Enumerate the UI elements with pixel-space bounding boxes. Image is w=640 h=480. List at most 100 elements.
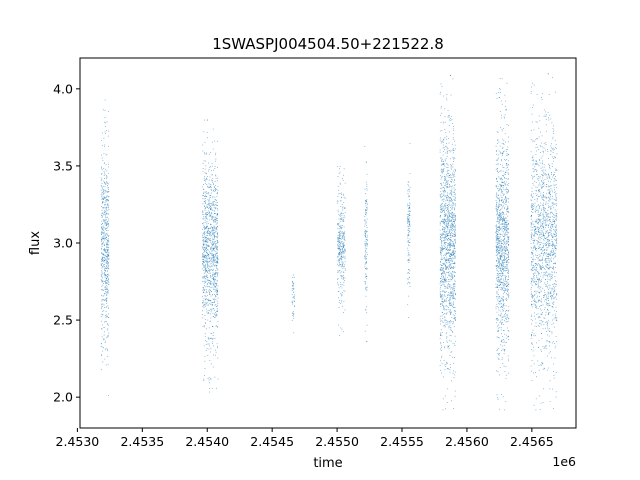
data-point	[499, 282, 501, 284]
data-point	[101, 243, 103, 245]
data-point	[555, 245, 557, 246]
data-point	[292, 301, 293, 303]
data-point	[212, 234, 214, 235]
data-point	[214, 256, 216, 257]
data-point	[446, 151, 448, 153]
data-point	[540, 305, 542, 306]
data-point	[502, 175, 504, 177]
data-point	[217, 378, 219, 380]
data-point	[212, 265, 213, 267]
data-point	[501, 298, 503, 300]
data-point	[442, 182, 444, 184]
data-point	[215, 243, 217, 244]
data-point	[214, 283, 216, 285]
data-point	[451, 217, 453, 219]
data-point	[446, 320, 448, 322]
data-point	[206, 227, 208, 229]
data-point	[442, 265, 444, 266]
data-point	[212, 182, 214, 184]
data-point	[407, 193, 409, 194]
data-point	[451, 293, 453, 294]
data-point	[337, 260, 339, 262]
data-point	[337, 176, 339, 177]
data-point	[444, 207, 446, 209]
data-point	[455, 189, 457, 191]
data-point	[211, 304, 213, 306]
data-point	[338, 291, 340, 292]
data-point	[497, 269, 498, 271]
data-point	[207, 238, 209, 240]
data-point	[448, 175, 450, 176]
data-point	[342, 217, 344, 218]
data-point	[453, 288, 455, 290]
data-point	[205, 241, 207, 242]
data-point	[545, 314, 547, 316]
data-point	[104, 231, 105, 233]
data-point	[503, 227, 505, 229]
data-point	[408, 230, 409, 231]
data-point	[501, 359, 503, 360]
data-point	[344, 248, 346, 250]
data-point	[504, 224, 506, 225]
data-point	[440, 267, 442, 269]
data-point	[338, 231, 340, 233]
data-point	[215, 247, 217, 249]
data-point	[548, 174, 550, 176]
data-point	[341, 262, 343, 264]
data-point	[339, 265, 341, 267]
data-point	[452, 152, 454, 154]
data-point	[105, 285, 107, 286]
data-point	[505, 223, 507, 225]
data-point	[203, 287, 205, 289]
data-point	[506, 154, 508, 156]
data-point	[214, 261, 216, 263]
data-point	[213, 235, 215, 237]
data-point	[212, 228, 214, 230]
data-point	[443, 248, 444, 250]
data-point	[365, 289, 367, 291]
data-point	[505, 305, 507, 307]
data-point	[214, 265, 215, 267]
data-point	[454, 298, 456, 300]
data-point	[501, 250, 503, 252]
data-point	[530, 257, 532, 258]
data-point	[106, 178, 107, 179]
data-point	[209, 252, 211, 254]
data-point	[503, 286, 505, 288]
data-point	[503, 150, 505, 152]
data-point	[442, 190, 444, 192]
data-point	[444, 222, 445, 224]
data-point	[338, 248, 340, 250]
data-point	[217, 177, 219, 179]
data-point	[100, 189, 102, 191]
data-point	[452, 234, 453, 236]
data-point	[532, 155, 534, 157]
data-point	[204, 168, 206, 170]
data-point	[448, 238, 450, 239]
data-point	[502, 170, 504, 172]
data-point	[441, 221, 443, 222]
data-point	[341, 241, 343, 243]
data-point	[453, 293, 454, 295]
data-point	[505, 244, 507, 246]
data-point	[106, 268, 108, 269]
data-point	[451, 260, 453, 262]
data-point	[211, 269, 213, 270]
data-point	[203, 184, 204, 185]
data-point	[339, 235, 341, 237]
data-point	[102, 229, 103, 230]
data-point	[447, 219, 449, 221]
data-point	[212, 243, 214, 245]
data-point	[212, 203, 214, 204]
data-point	[445, 249, 447, 251]
data-point	[102, 311, 104, 312]
data-point	[213, 257, 215, 259]
data-point	[408, 211, 410, 212]
data-point	[407, 279, 409, 281]
data-point	[452, 275, 454, 277]
data-point	[107, 187, 109, 189]
data-point	[212, 148, 214, 150]
data-point	[451, 287, 453, 289]
data-point	[207, 222, 209, 224]
data-point	[496, 209, 498, 211]
